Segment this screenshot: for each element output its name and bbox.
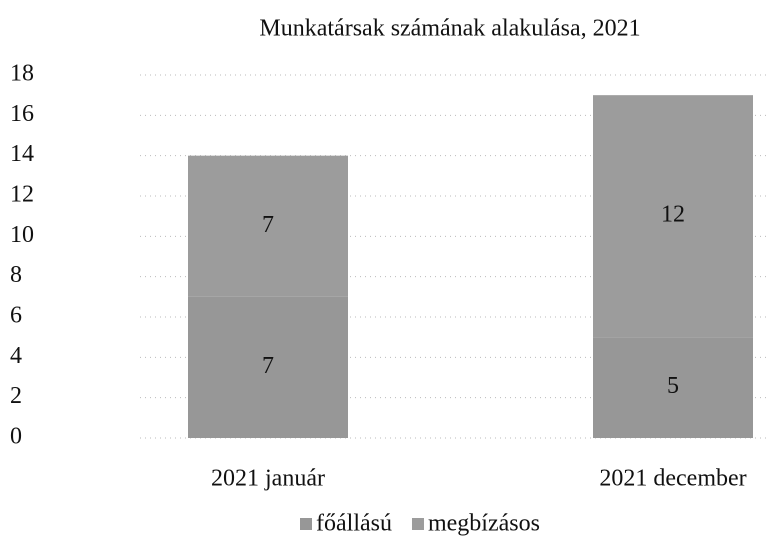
data-label: 12 bbox=[661, 202, 685, 228]
bar-segment bbox=[593, 95, 753, 338]
y-tick-label: 4 bbox=[10, 343, 22, 369]
y-tick-label: 12 bbox=[10, 182, 34, 208]
y-tick-label: 18 bbox=[10, 61, 34, 87]
bar-segment bbox=[593, 337, 753, 438]
data-label: 7 bbox=[262, 212, 274, 238]
y-tick-label: 8 bbox=[10, 262, 22, 288]
bar-segment bbox=[188, 155, 348, 297]
legend-swatch bbox=[411, 518, 424, 530]
data-label: 7 bbox=[262, 353, 274, 379]
legend-label: főállású bbox=[316, 511, 392, 537]
x-tick-label: 2021 január bbox=[211, 466, 325, 492]
y-tick-label: 14 bbox=[10, 141, 34, 167]
legend-label: megbízásos bbox=[428, 511, 540, 537]
y-tick-label: 0 bbox=[10, 424, 22, 450]
y-tick-label: 2 bbox=[10, 383, 22, 409]
legend-swatch bbox=[300, 518, 312, 530]
data-label: 5 bbox=[667, 373, 679, 399]
bar-segment bbox=[188, 296, 348, 438]
chart-title: Munkatársak számának alakulása, 2021 bbox=[259, 16, 640, 42]
y-tick-label: 6 bbox=[10, 303, 22, 329]
y-tick-label: 16 bbox=[10, 101, 34, 127]
y-tick-label: 10 bbox=[10, 222, 34, 248]
x-tick-label: 2021 december bbox=[599, 466, 746, 492]
